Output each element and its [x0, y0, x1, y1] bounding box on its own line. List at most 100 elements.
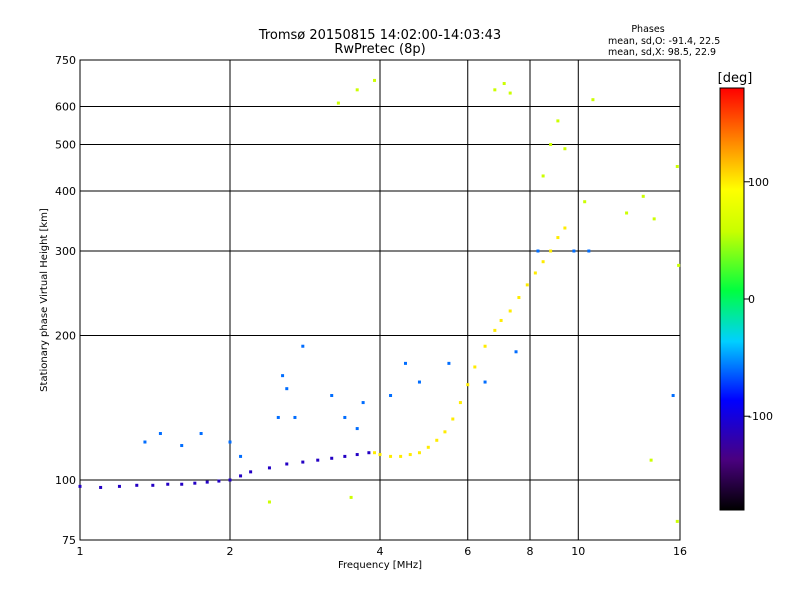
- data-point: [652, 217, 656, 221]
- data-point: [373, 78, 377, 82]
- y-tick-label: 500: [55, 139, 76, 152]
- data-point: [641, 194, 645, 198]
- colorbar: [719, 87, 745, 511]
- data-point: [276, 415, 280, 419]
- data-point: [267, 466, 271, 470]
- phase-stat-x: mean, sd,X: 98.5, 22.9: [608, 47, 716, 58]
- data-point: [355, 453, 359, 457]
- colorbar-label: [deg]: [718, 71, 753, 86]
- data-point: [336, 101, 340, 105]
- data-point: [458, 401, 462, 405]
- data-point: [285, 462, 289, 466]
- data-point: [267, 500, 271, 504]
- data-point: [285, 387, 289, 391]
- data-point: [193, 481, 197, 485]
- data-point: [572, 249, 576, 253]
- data-point: [587, 249, 591, 253]
- x-tick-label: 16: [673, 545, 687, 558]
- data-point: [677, 263, 681, 267]
- series-high-frequency-scatter: [267, 78, 681, 523]
- phases-heading: Phases: [631, 24, 664, 35]
- data-point: [508, 309, 512, 313]
- data-point: [675, 164, 679, 168]
- data-point: [135, 483, 139, 487]
- data-point: [151, 483, 155, 487]
- x-tick-label: 6: [464, 545, 471, 558]
- data-point: [563, 226, 567, 230]
- data-point: [517, 296, 521, 300]
- data-point: [443, 430, 447, 434]
- data-point: [493, 328, 497, 332]
- data-point: [549, 143, 553, 147]
- x-tick-label: 4: [377, 545, 384, 558]
- data-point: [249, 470, 253, 474]
- x-tick-labels: 1 2 4 6 8 10 16: [77, 545, 688, 558]
- y-tick-labels: 75 100 200 300 400 500 600 750: [55, 54, 76, 547]
- x-tick-label: 10: [571, 545, 585, 558]
- data-point: [143, 440, 147, 444]
- data-point: [403, 361, 407, 365]
- data-point: [426, 445, 430, 449]
- data-point: [158, 432, 162, 436]
- data-point: [239, 454, 243, 458]
- data-point: [355, 88, 359, 92]
- data-point: [563, 147, 567, 151]
- chart-subtitle: RwPretec (8p): [334, 42, 425, 57]
- data-point: [493, 88, 497, 92]
- data-point: [239, 474, 243, 478]
- data-point: [649, 458, 653, 462]
- colorbar-tick-label: -100: [748, 410, 773, 423]
- data-point: [78, 484, 82, 488]
- data-point: [525, 283, 529, 287]
- data-point: [556, 236, 560, 240]
- chart-title: Tromsø 20150815 14:02:00-14:03:43: [258, 28, 501, 43]
- y-tick-label: 750: [55, 54, 76, 67]
- data-point: [330, 394, 334, 398]
- x-tick-label: 8: [527, 545, 534, 558]
- colorbar-tick-label: 0: [748, 293, 755, 306]
- data-point: [367, 451, 371, 455]
- data-point: [343, 415, 347, 419]
- phase-stat-o: mean, sd,O: -91.4, 22.5: [608, 36, 720, 47]
- data-point: [316, 458, 320, 462]
- data-point: [591, 98, 595, 102]
- data-point: [99, 485, 103, 489]
- data-point: [361, 401, 365, 405]
- data-point: [533, 271, 537, 275]
- colorbar-ticks: 100 0 -100: [744, 176, 773, 423]
- y-tick-label: 75: [62, 534, 76, 547]
- data-point: [378, 453, 382, 457]
- data-point: [355, 427, 359, 431]
- data-point: [549, 249, 553, 253]
- data-point: [199, 432, 203, 436]
- y-tick-label: 100: [55, 474, 76, 487]
- data-point: [408, 453, 412, 457]
- data-point: [556, 119, 560, 123]
- data-points: [78, 78, 681, 523]
- data-point: [541, 260, 545, 264]
- data-point: [435, 438, 439, 442]
- data-point: [483, 380, 487, 384]
- series-o-mode-trace: [78, 451, 371, 489]
- y-tick-label: 200: [55, 330, 76, 343]
- data-point: [536, 249, 540, 253]
- y-tick-label: 600: [55, 101, 76, 114]
- colorbar-tick-label: 100: [748, 176, 769, 189]
- data-point: [301, 460, 305, 464]
- data-point: [483, 344, 487, 348]
- data-point: [349, 495, 353, 499]
- x-axis-label: Frequency [MHz]: [338, 560, 422, 571]
- data-point: [514, 350, 518, 354]
- data-point: [217, 479, 221, 483]
- data-point: [508, 91, 512, 95]
- data-point: [330, 456, 334, 460]
- data-point: [373, 451, 377, 455]
- data-point: [499, 318, 503, 322]
- data-point: [447, 361, 451, 365]
- data-point: [671, 394, 675, 398]
- y-tick-label: 300: [55, 245, 76, 258]
- grid: [80, 60, 680, 540]
- data-point: [180, 444, 184, 448]
- data-point: [228, 478, 232, 482]
